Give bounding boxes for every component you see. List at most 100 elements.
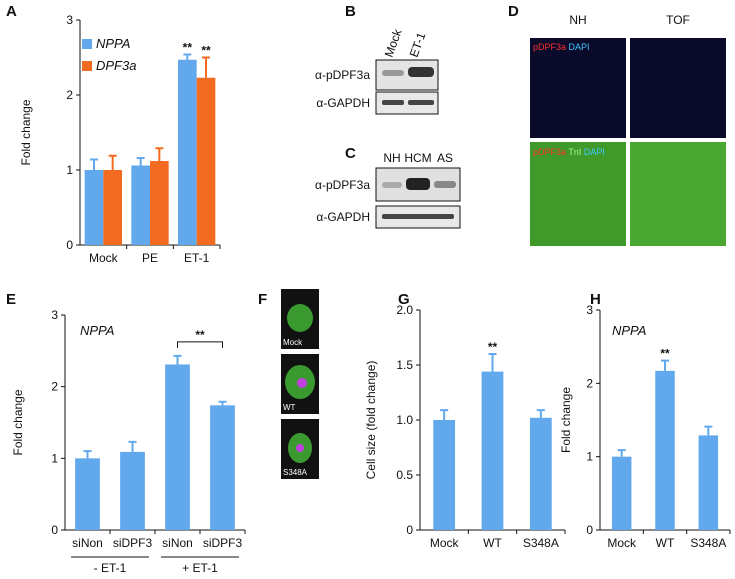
x-tick-label: S348A	[523, 536, 559, 550]
x-tick-label: siDPF3	[203, 536, 243, 550]
significance: **	[201, 44, 211, 58]
nucleus	[296, 444, 304, 452]
x-tick-label: Mock	[607, 536, 637, 550]
bar	[150, 161, 169, 245]
bar	[178, 59, 197, 245]
y-tick-label: 2	[66, 88, 73, 102]
y-tick-label: 1	[66, 163, 73, 177]
legend-swatch	[82, 61, 92, 71]
bar	[481, 371, 504, 530]
panel-letter: C	[345, 145, 356, 162]
x-tick-label: siDPF3	[113, 536, 153, 550]
significance: **	[660, 347, 670, 361]
y-tick-label: 0	[406, 523, 413, 537]
x-tick-label: siNon	[72, 536, 103, 550]
legend-label: NPPA	[96, 36, 130, 51]
panel-letter: E	[6, 291, 16, 308]
y-tick-label: 0	[51, 523, 58, 537]
y-axis-label: Cell size (fold change)	[364, 361, 378, 480]
error-bar	[617, 449, 626, 457]
y-tick-label: 0	[586, 523, 593, 537]
image-label: Mock	[283, 338, 303, 347]
band	[434, 181, 456, 188]
bar	[210, 405, 235, 530]
x-tick-label: PE	[142, 251, 158, 265]
column-label: TOF	[666, 13, 690, 27]
error-bar	[704, 425, 713, 436]
annotation: NPPA	[612, 323, 646, 338]
panel-letter: F	[258, 291, 267, 308]
group-label: - ET-1	[94, 561, 127, 574]
error-bar	[128, 440, 137, 452]
error-bar	[83, 450, 92, 459]
x-tick-label: siNon	[162, 536, 193, 550]
band	[382, 70, 404, 76]
stain-label: pDPF3a TnI DAPI	[533, 147, 605, 157]
error-bar	[173, 354, 182, 365]
x-tick-label: Mock	[430, 536, 460, 550]
legend-label: DPF3a	[96, 58, 136, 73]
x-tick-label: WT	[483, 536, 502, 550]
significance: **	[183, 41, 193, 55]
band	[382, 214, 454, 219]
y-tick-label: 2.0	[396, 303, 413, 317]
bar	[75, 458, 100, 530]
panel-letter: B	[345, 3, 356, 20]
panel-letter: H	[590, 291, 601, 308]
panel-letter: D	[508, 3, 519, 20]
x-tick-label: Mock	[89, 251, 119, 265]
error-bar	[136, 157, 145, 166]
blot	[375, 91, 439, 115]
error-bar	[155, 147, 164, 161]
error-bar	[90, 158, 98, 170]
cell	[287, 304, 313, 332]
image-label: WT	[283, 403, 296, 412]
lane-label: HCM	[404, 151, 431, 165]
row-label: α-GAPDH	[316, 96, 370, 110]
error-bar	[108, 154, 117, 170]
band	[408, 100, 434, 105]
y-tick-label: 1	[586, 450, 593, 464]
x-tick-label: S348A	[690, 536, 726, 550]
y-tick-label: 1.5	[396, 358, 413, 372]
y-tick-label: 3	[66, 13, 73, 27]
error-bar	[183, 53, 192, 60]
row-label: α-GAPDH	[316, 210, 370, 224]
nucleus	[297, 378, 307, 388]
bar	[103, 170, 122, 245]
row-label: α-pDPF3a	[315, 68, 370, 82]
band	[408, 67, 434, 77]
bar	[611, 456, 632, 530]
lane-label: NH	[383, 151, 400, 165]
stain-label: pDPF3a DAPI	[533, 42, 590, 52]
lane-label: AS	[437, 151, 453, 165]
bar	[165, 364, 190, 530]
y-tick-label: 2	[51, 380, 58, 394]
y-tick-label: 3	[586, 303, 593, 317]
x-tick-label: ET-1	[184, 251, 210, 265]
error-bar	[536, 409, 545, 418]
y-tick-label: 1.0	[396, 413, 413, 427]
error-bar	[218, 400, 227, 406]
y-axis-label: Fold change	[11, 389, 25, 455]
y-axis-label: Fold change	[19, 99, 33, 165]
y-axis-label: Fold change	[559, 387, 573, 453]
error-bar	[488, 353, 497, 372]
bar	[529, 417, 552, 530]
image-label: S348A	[283, 468, 308, 477]
panel-letter: A	[6, 3, 17, 20]
error-bar	[661, 359, 669, 371]
error-bar	[202, 56, 210, 78]
row-label: α-pDPF3a	[315, 178, 370, 192]
x-tick-label: WT	[656, 536, 675, 550]
significance: **	[488, 340, 498, 354]
panel-letter: G	[398, 291, 410, 308]
micrograph	[630, 142, 726, 246]
lane-label: Mock	[382, 26, 405, 59]
y-tick-label: 2	[586, 376, 593, 390]
bar	[131, 165, 150, 245]
legend-swatch	[82, 39, 92, 49]
bar	[84, 170, 104, 245]
micrograph	[530, 38, 626, 138]
